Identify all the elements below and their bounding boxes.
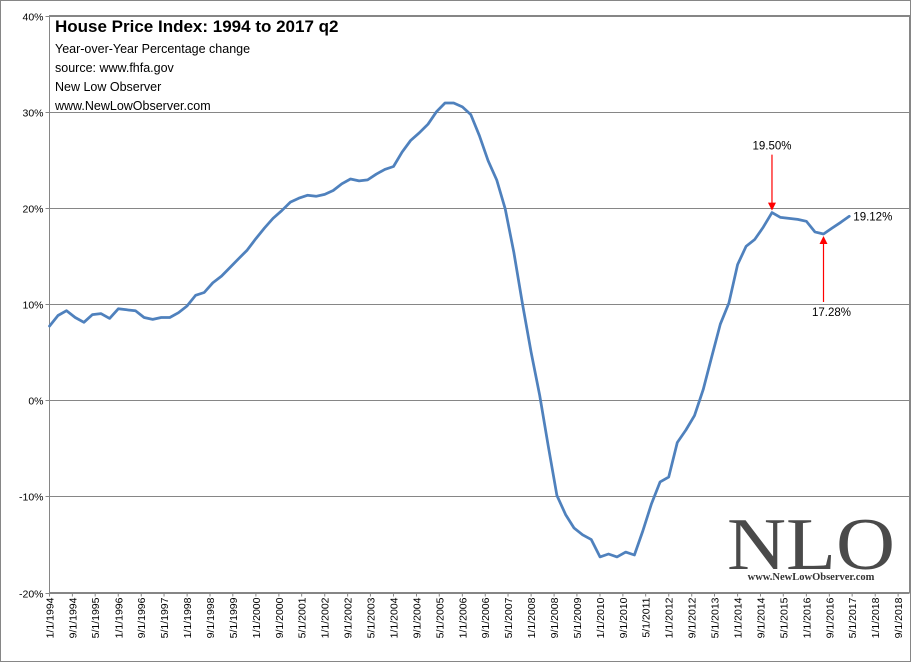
y-tick-label: 0%	[28, 396, 43, 408]
x-tick-label: 5/1/2001	[297, 597, 309, 638]
x-tick-label: 9/1/2002	[343, 597, 355, 638]
x-tick-label: 9/1/2010	[618, 597, 630, 638]
watermark: NLO www.NewLowObserver.com	[727, 504, 895, 586]
x-tick-label: 9/1/2004	[411, 597, 423, 638]
x-tick-label: 9/1/2006	[480, 597, 492, 638]
x-tick-label: 5/1/1999	[228, 597, 240, 638]
x-tick-label: 5/1/2015	[778, 597, 790, 638]
series	[48, 101, 851, 559]
x-tick-label: 9/1/1998	[205, 597, 217, 638]
y-tick-label: -10%	[19, 492, 44, 504]
watermark-logo: NLO	[727, 504, 895, 586]
y-axis: -20% -10% 0% 10% 20% 30% 40%	[19, 12, 50, 601]
series-line	[48, 101, 851, 559]
x-tick-label: 5/1/2013	[710, 597, 722, 638]
x-tick-label: 1/1/2012	[664, 597, 676, 638]
y-tick-label: 20%	[22, 204, 43, 216]
x-tick-label: 5/1/2007	[503, 597, 515, 638]
x-tick-label: 9/1/2016	[824, 597, 836, 638]
x-tick-label: 9/1/2000	[274, 597, 286, 638]
x-tick-label: 1/1/2002	[320, 597, 332, 638]
watermark-url: www.NewLowObserver.com	[748, 572, 875, 583]
x-tick-label: 5/1/2005	[434, 597, 446, 638]
subtitle-line: Year-over-Year Percentage change	[55, 42, 250, 56]
x-tick-label: 1/1/2010	[595, 597, 607, 638]
x-tick-label: 9/1/2018	[893, 597, 905, 638]
x-tick-label: 1/1/2016	[801, 597, 813, 638]
x-tick-label: 9/1/2012	[687, 597, 699, 638]
annotation-arrowhead	[819, 235, 828, 244]
x-tick-label: 1/1/2014	[733, 597, 745, 638]
x-tick-label: 1/1/2008	[526, 597, 538, 638]
x-tick-label: 9/1/1996	[136, 597, 148, 638]
annotations: 19.50% 17.28% 19.12%	[752, 141, 892, 319]
x-tick-label: 5/1/2017	[847, 597, 859, 638]
y-tick-label: 10%	[22, 300, 43, 312]
subtitle-line: www.NewLowObserver.com	[54, 99, 211, 113]
x-tick-label: 1/1/1994	[45, 597, 57, 638]
x-tick-label: 1/1/2018	[870, 597, 882, 638]
x-tick-label: 1/1/2006	[457, 597, 469, 638]
x-tick-label: 9/1/2014	[755, 597, 767, 638]
gridlines	[49, 16, 910, 594]
y-tick-label: -20%	[19, 589, 44, 601]
annotation-label: 17.28%	[812, 307, 851, 319]
y-tick-label: 40%	[22, 12, 43, 24]
x-tick-label: 5/1/2009	[572, 597, 584, 638]
annotation-arrowhead	[767, 202, 776, 211]
x-tick-label: 5/1/1997	[159, 597, 171, 638]
x-tick-label: 9/1/1994	[67, 597, 79, 638]
title-block: House Price Index: 1994 to 2017 q2 Year-…	[54, 17, 338, 113]
subtitle-line: New Low Observer	[55, 80, 161, 94]
chart-title: House Price Index: 1994 to 2017 q2	[55, 17, 338, 36]
x-tick-label: 5/1/2011	[641, 597, 653, 637]
x-axis: 1/1/1994 9/1/1994 5/1/1995 1/1/1996 9/1/1996…	[45, 592, 905, 638]
subtitle-line: source: www.fhfa.gov	[55, 61, 175, 75]
x-tick-label: 5/1/1995	[90, 597, 102, 638]
x-tick-label: 9/1/2008	[549, 597, 561, 638]
x-tick-label: 1/1/2004	[389, 597, 401, 638]
annotation-label: 19.50%	[752, 141, 791, 153]
x-tick-label: 1/1/1998	[182, 597, 194, 638]
y-tick-label: 30%	[22, 108, 43, 120]
annotation-label: 19.12%	[853, 211, 892, 223]
x-tick-label: 5/1/2003	[365, 597, 377, 638]
x-tick-label: 1/1/2000	[251, 597, 263, 638]
x-tick-label: 1/1/1996	[113, 597, 125, 638]
